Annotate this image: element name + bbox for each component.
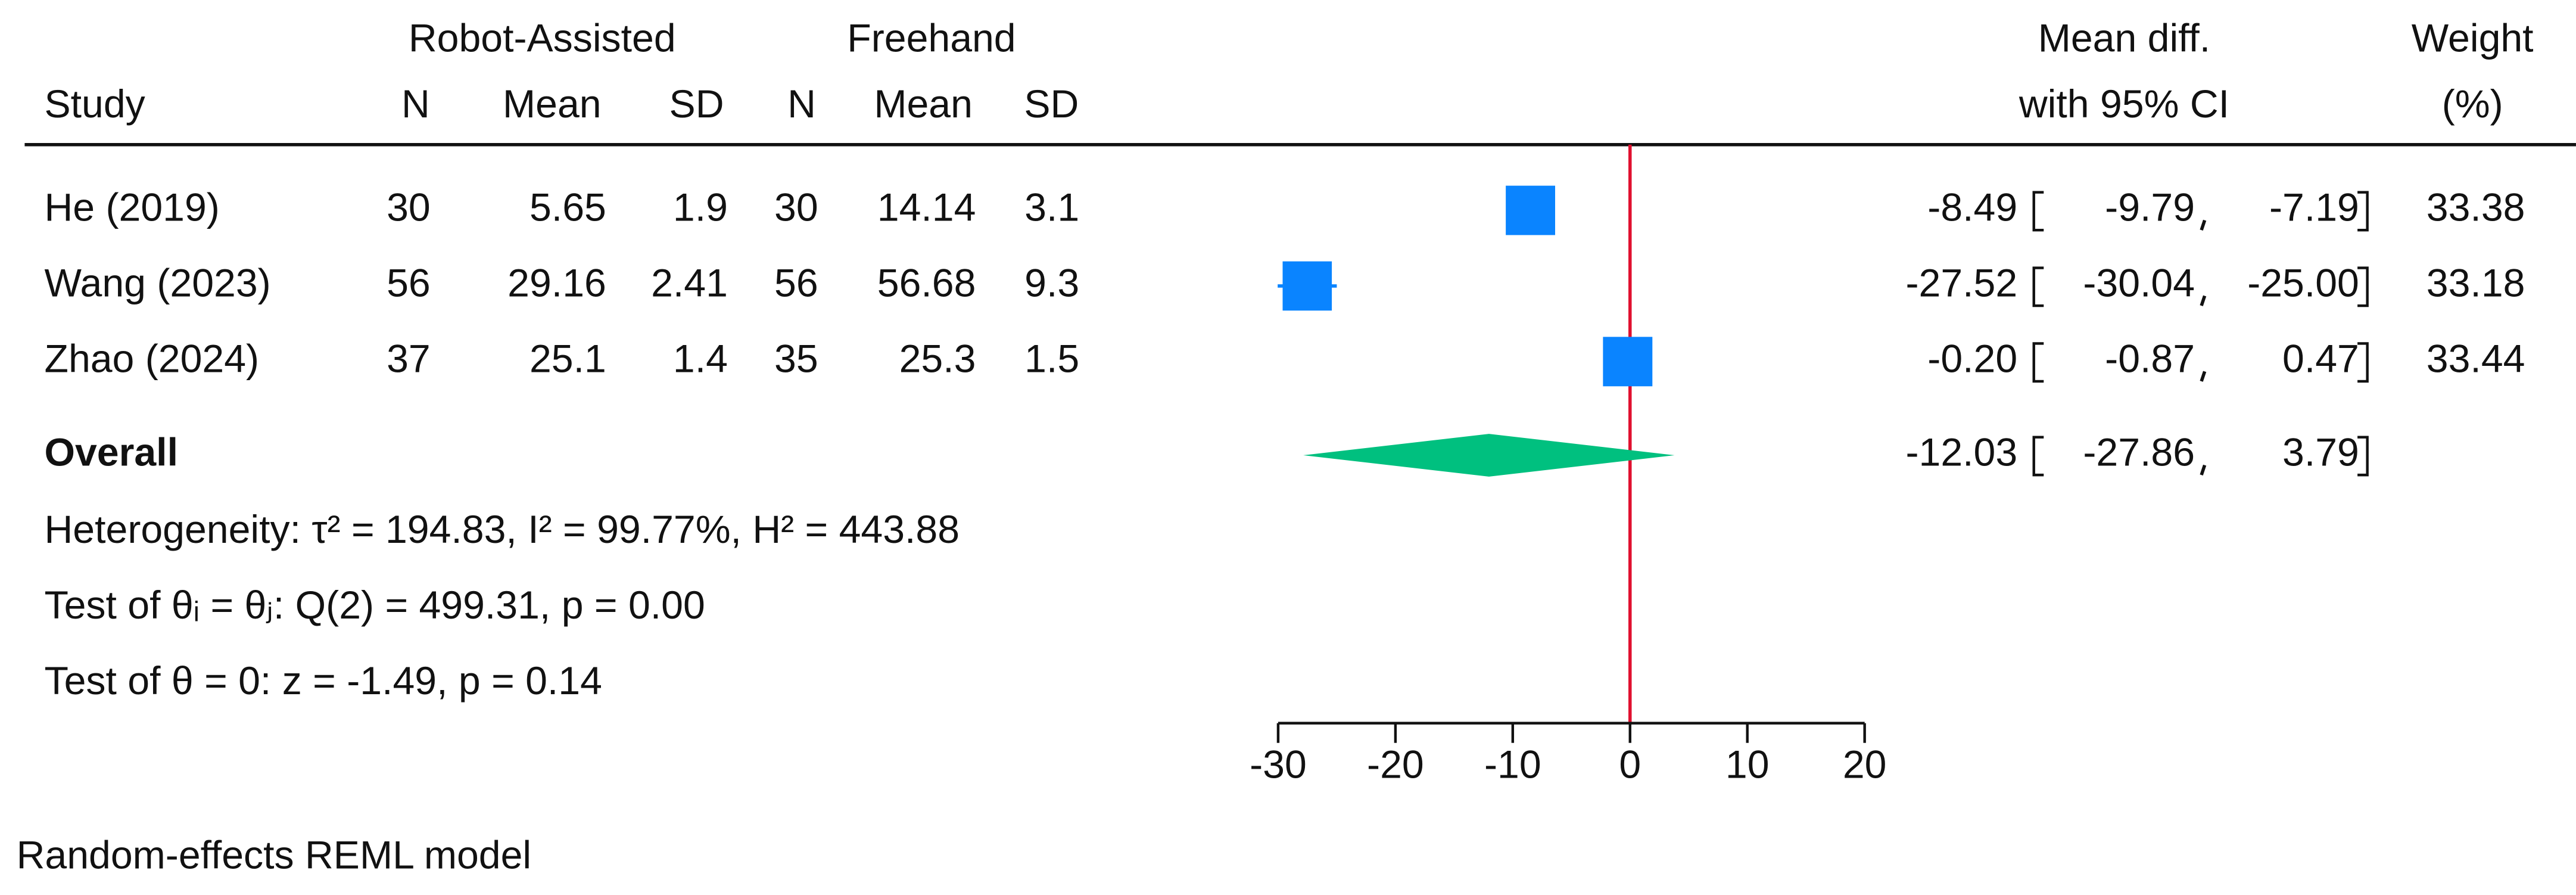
column-header: Mean — [874, 82, 973, 126]
table-cell: 30 — [387, 186, 431, 230]
table-cell: 1.9 — [673, 186, 728, 230]
note: Test of θᵢ = θⱼ: Q(2) = 499.31, p = 0.00 — [45, 583, 705, 627]
overall-diamond — [1303, 434, 1675, 477]
ci-lower-label: -9.79 — [2105, 186, 2195, 230]
group-header: Robot-Assisted — [409, 16, 676, 60]
ci-upper-label: -7.19 — [2269, 186, 2359, 230]
table-cell: 1.4 — [673, 337, 728, 381]
study-marker — [1282, 261, 1332, 311]
weight-label: 33.44 — [2427, 337, 2525, 381]
ci-upper-label: 0.47 — [2282, 337, 2359, 381]
comma — [2200, 295, 2207, 306]
column-header: N — [787, 82, 816, 126]
table-cell: 29.16 — [507, 261, 606, 305]
column-header: SD — [669, 82, 724, 126]
table-cell: 56 — [387, 261, 431, 305]
column-header: Study — [45, 82, 145, 126]
note: Test of θ = 0: z = -1.49, p = 0.14 — [45, 659, 602, 703]
table-cell: 1.5 — [1024, 337, 1079, 381]
column-header: N — [401, 82, 430, 126]
ci-lower-label: -27.86 — [2083, 431, 2195, 475]
ci-lower-label: -0.87 — [2105, 337, 2195, 381]
study-marker — [1506, 185, 1555, 235]
weight-header: (%) — [2442, 82, 2503, 126]
group-header: Freehand — [847, 16, 1016, 60]
weight-label: 33.38 — [2427, 186, 2525, 230]
x-tick-label: 10 — [1725, 743, 1770, 787]
bracket — [2032, 191, 2044, 232]
table-cell: 9.3 — [1024, 261, 1079, 305]
ci-upper-label: 3.79 — [2282, 431, 2359, 475]
ci-header: with 95% CI — [2019, 82, 2229, 126]
table-cell: 3.1 — [1024, 186, 1079, 230]
bracket — [2032, 436, 2044, 477]
bracket — [2357, 191, 2369, 232]
x-tick-label: 0 — [1619, 743, 1641, 787]
column-header: Mean — [503, 82, 602, 126]
study-label: Zhao (2024) — [45, 337, 260, 381]
bracket — [2357, 436, 2369, 477]
bracket — [2032, 342, 2044, 383]
comma — [2200, 219, 2207, 231]
x-tick-label: 20 — [1843, 743, 1887, 787]
table-cell: 25.1 — [529, 337, 606, 381]
comma — [2200, 464, 2207, 476]
column-header: SD — [1024, 82, 1079, 126]
study-label: He (2019) — [45, 186, 220, 230]
table-cell: 35 — [774, 337, 818, 381]
comma — [2200, 371, 2207, 382]
x-tick-label: -10 — [1484, 743, 1541, 787]
table-cell: 56 — [774, 261, 818, 305]
overall-label: Overall — [45, 431, 178, 475]
bracket — [2357, 342, 2369, 383]
study-marker — [1603, 337, 1653, 387]
effect-label: -0.20 — [1927, 337, 2017, 381]
table-cell: 14.14 — [877, 186, 976, 230]
effect-label: -12.03 — [1905, 431, 2017, 475]
study-label: Wang (2023) — [45, 261, 271, 305]
ci-lower-label: -30.04 — [2083, 261, 2195, 305]
footnote: Random-effects REML model — [17, 833, 531, 877]
effect-label: -27.52 — [1905, 261, 2017, 305]
table-cell: 5.65 — [529, 186, 606, 230]
bracket — [2032, 266, 2044, 307]
note: Heterogeneity: τ² = 194.83, I² = 99.77%,… — [45, 508, 960, 552]
ci-upper-label: -25.00 — [2247, 261, 2359, 305]
weight-header: Weight — [2412, 16, 2534, 60]
table-cell: 25.3 — [899, 337, 976, 381]
x-tick-label: -30 — [1250, 743, 1307, 787]
table-cell: 30 — [774, 186, 818, 230]
effect-label: -8.49 — [1927, 186, 2017, 230]
table-cell: 56.68 — [877, 261, 976, 305]
weight-label: 33.18 — [2427, 261, 2525, 305]
table-cell: 2.41 — [651, 261, 728, 305]
ci-header: Mean diff. — [2038, 16, 2210, 60]
x-tick-label: -20 — [1367, 743, 1424, 787]
bracket — [2357, 266, 2369, 307]
table-cell: 37 — [387, 337, 431, 381]
